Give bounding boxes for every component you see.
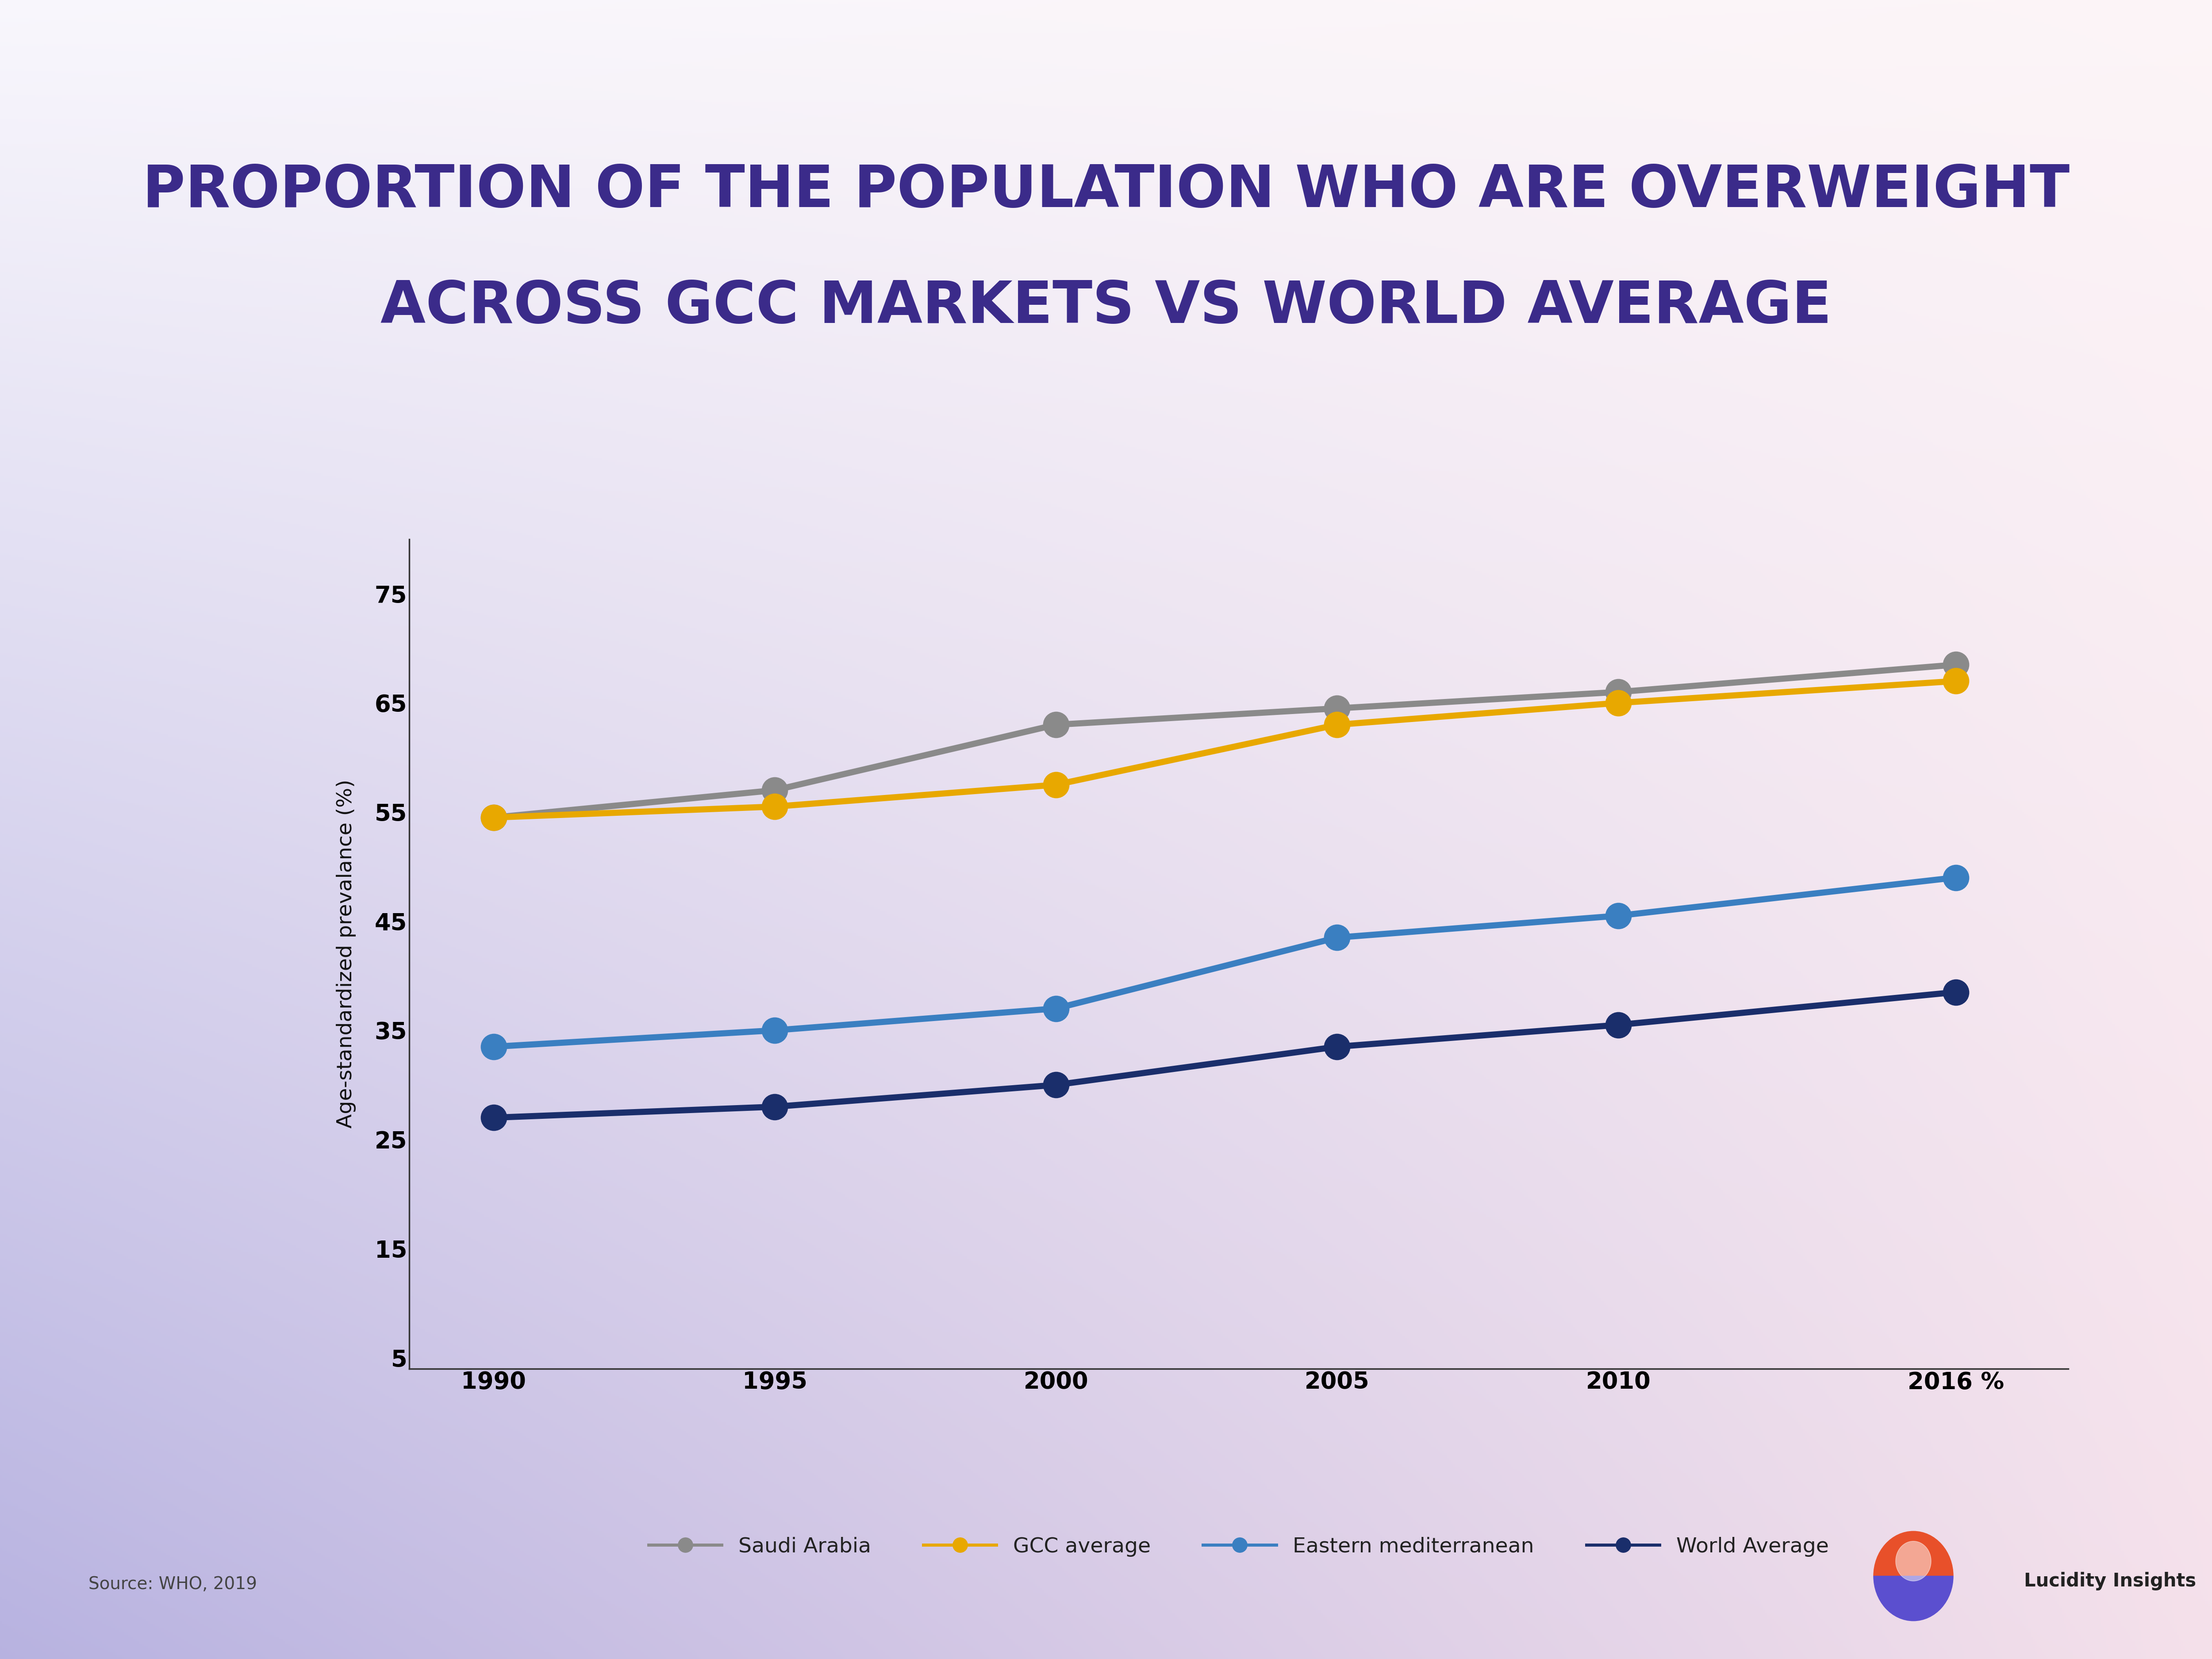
Saudi Arabia [1323,698,1349,718]
World Average [761,1097,787,1117]
Legend: Saudi Arabia, GCC average, Eastern mediterranean, World Average: Saudi Arabia, GCC average, Eastern medit… [639,1528,1838,1564]
Saudi Arabia [1042,715,1068,735]
GCC average [480,808,507,828]
GCC average [1042,775,1068,795]
Saudi Arabia [480,808,507,828]
Line: World Average: World Average [480,979,1969,1130]
Line: Saudi Arabia: Saudi Arabia [480,652,1969,831]
GCC average [1606,693,1632,713]
Eastern mediterranean [1942,868,1969,888]
World Average [1606,1015,1632,1035]
Line: GCC average: GCC average [480,669,1969,831]
GCC average [1323,715,1349,735]
Text: PROPORTION OF THE POPULATION WHO ARE OVERWEIGHT: PROPORTION OF THE POPULATION WHO ARE OVE… [142,163,2070,219]
Eastern mediterranean [761,1020,787,1040]
Text: ACROSS GCC MARKETS VS WORLD AVERAGE: ACROSS GCC MARKETS VS WORLD AVERAGE [380,279,1832,335]
Wedge shape [1874,1576,1953,1621]
World Average [1323,1037,1349,1057]
Eastern mediterranean [1323,927,1349,947]
Wedge shape [1874,1531,1953,1576]
Eastern mediterranean [1606,906,1632,926]
Text: Source: WHO, 2019: Source: WHO, 2019 [88,1576,257,1593]
Circle shape [1896,1541,1931,1581]
World Average [1942,982,1969,1002]
Saudi Arabia [1942,655,1969,675]
Eastern mediterranean [1042,999,1068,1019]
Line: Eastern mediterranean: Eastern mediterranean [480,864,1969,1060]
Text: Lucidity Insights: Lucidity Insights [2024,1571,2197,1591]
GCC average [761,796,787,816]
Saudi Arabia [1606,682,1632,702]
Y-axis label: Age-standardized prevalance (%): Age-standardized prevalance (%) [336,780,356,1128]
World Average [1042,1075,1068,1095]
Saudi Arabia [761,780,787,800]
Eastern mediterranean [480,1037,507,1057]
World Average [480,1108,507,1128]
GCC average [1942,672,1969,692]
